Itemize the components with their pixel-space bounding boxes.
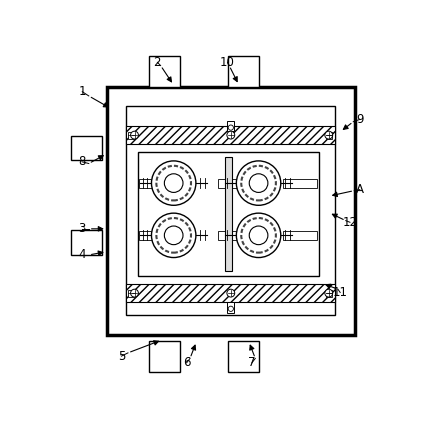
Bar <box>227 341 258 372</box>
Circle shape <box>151 161 196 205</box>
Text: 2: 2 <box>154 56 161 69</box>
Circle shape <box>227 131 235 139</box>
Text: 9: 9 <box>356 113 364 126</box>
Circle shape <box>131 289 139 297</box>
Bar <box>149 56 180 87</box>
Text: 5: 5 <box>118 350 125 363</box>
Bar <box>127 126 335 144</box>
Bar <box>326 290 332 297</box>
Bar <box>71 136 102 160</box>
Text: 6: 6 <box>183 356 190 369</box>
Bar <box>127 285 335 302</box>
Bar <box>218 231 252 240</box>
Bar <box>227 302 234 312</box>
Bar <box>128 290 134 297</box>
Bar <box>227 120 234 131</box>
Circle shape <box>228 306 234 311</box>
Bar <box>283 231 317 240</box>
Bar <box>149 341 180 372</box>
Text: 1: 1 <box>79 85 86 98</box>
Bar <box>139 231 174 240</box>
Bar <box>326 131 332 139</box>
Text: 10: 10 <box>220 56 235 69</box>
Circle shape <box>236 213 281 257</box>
Circle shape <box>227 289 235 297</box>
Bar <box>71 231 102 255</box>
Bar <box>283 179 317 188</box>
Bar <box>139 179 174 188</box>
Circle shape <box>131 131 139 139</box>
Bar <box>128 131 134 139</box>
Circle shape <box>151 213 196 257</box>
Circle shape <box>325 289 333 297</box>
Bar <box>218 179 252 188</box>
Circle shape <box>249 226 268 245</box>
Circle shape <box>236 161 281 205</box>
Text: 12: 12 <box>342 216 357 229</box>
Text: A: A <box>356 183 364 196</box>
Text: 11: 11 <box>333 286 348 299</box>
Circle shape <box>164 174 183 192</box>
Text: 3: 3 <box>79 222 86 235</box>
Bar <box>138 152 319 276</box>
Bar <box>225 157 232 271</box>
Circle shape <box>228 125 234 130</box>
Bar <box>107 87 355 335</box>
Circle shape <box>249 174 268 192</box>
Text: 7: 7 <box>248 356 256 369</box>
Bar <box>127 106 335 315</box>
Text: 8: 8 <box>79 155 86 168</box>
Bar <box>227 56 258 87</box>
Circle shape <box>164 226 183 245</box>
Circle shape <box>325 131 333 139</box>
Text: 4: 4 <box>79 248 86 262</box>
